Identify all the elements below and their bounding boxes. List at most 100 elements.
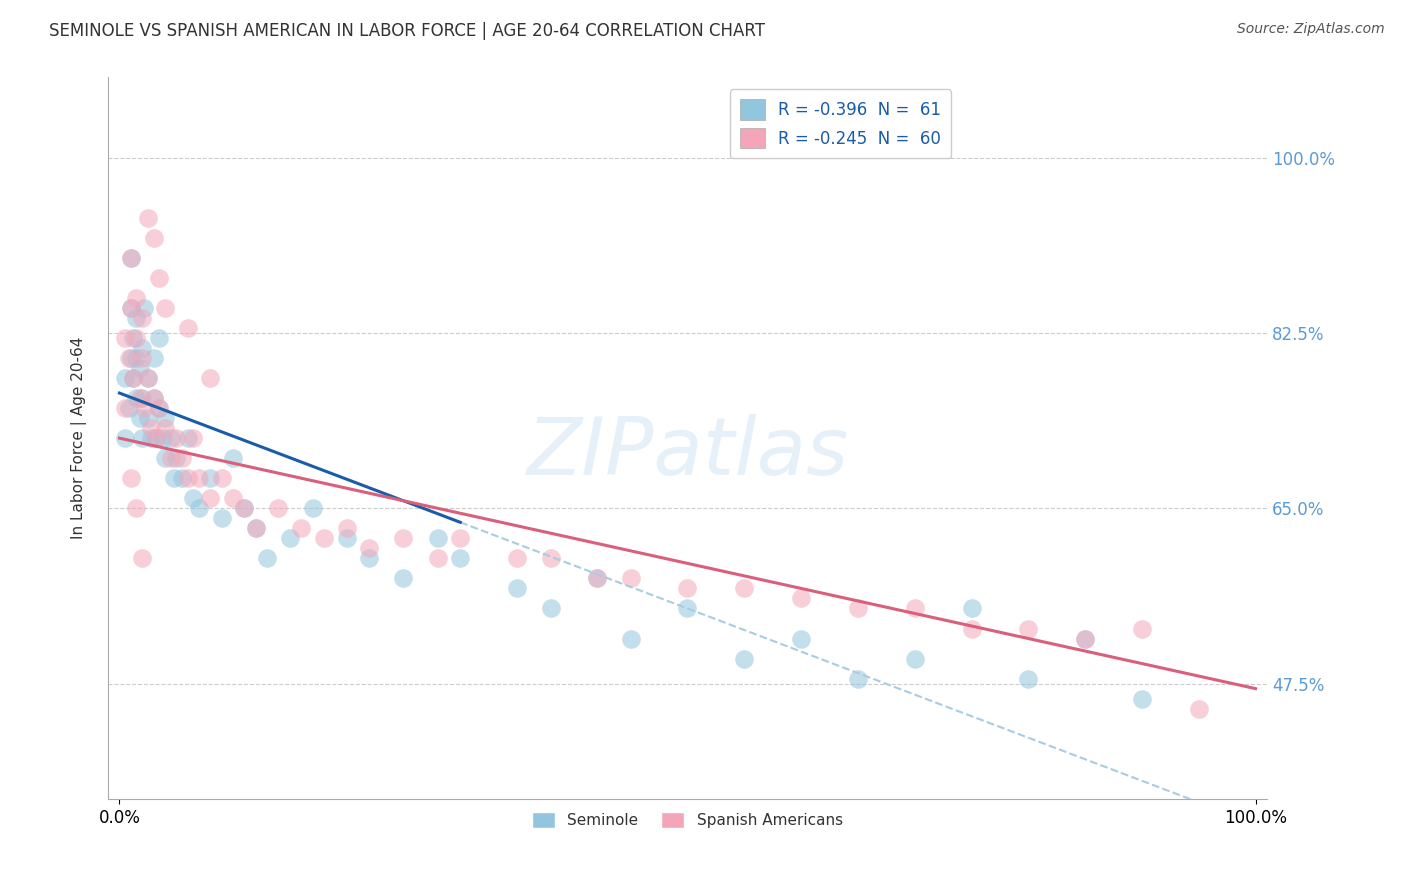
Point xyxy=(449,532,471,546)
Text: SEMINOLE VS SPANISH AMERICAN IN LABOR FORCE | AGE 20-64 CORRELATION CHART: SEMINOLE VS SPANISH AMERICAN IN LABOR FO… xyxy=(49,22,765,40)
Point xyxy=(114,331,136,345)
Point xyxy=(128,361,150,376)
Point xyxy=(1017,672,1039,686)
Point xyxy=(1074,632,1097,646)
Point xyxy=(120,471,142,485)
Point xyxy=(188,471,211,485)
Point xyxy=(142,391,165,405)
Point xyxy=(540,551,562,566)
Point xyxy=(290,521,312,535)
Point xyxy=(222,451,245,466)
Point xyxy=(1130,622,1153,636)
Point xyxy=(392,532,415,546)
Point xyxy=(960,601,983,615)
Point xyxy=(449,551,471,566)
Point xyxy=(120,301,142,315)
Point xyxy=(233,501,256,516)
Point xyxy=(141,421,163,435)
Point xyxy=(176,321,198,335)
Point xyxy=(152,431,174,445)
Point xyxy=(181,431,204,445)
Point xyxy=(165,451,187,466)
Point xyxy=(278,532,301,546)
Point xyxy=(136,371,159,385)
Point xyxy=(131,431,153,445)
Point xyxy=(301,501,323,516)
Point xyxy=(120,351,142,365)
Legend: Seminole, Spanish Americans: Seminole, Spanish Americans xyxy=(526,806,849,835)
Point xyxy=(142,231,165,245)
Point xyxy=(733,582,755,596)
Point xyxy=(426,532,449,546)
Point xyxy=(1130,691,1153,706)
Point xyxy=(159,451,181,466)
Point xyxy=(136,411,159,425)
Point xyxy=(131,351,153,365)
Point xyxy=(188,501,211,516)
Point xyxy=(585,571,607,585)
Point xyxy=(256,551,278,566)
Point xyxy=(142,351,165,365)
Point xyxy=(846,672,869,686)
Point xyxy=(620,571,643,585)
Point xyxy=(114,371,136,385)
Text: Source: ZipAtlas.com: Source: ZipAtlas.com xyxy=(1237,22,1385,37)
Point xyxy=(114,401,136,415)
Text: ZIPatlas: ZIPatlas xyxy=(526,414,849,491)
Point xyxy=(904,601,927,615)
Point xyxy=(145,431,167,445)
Point xyxy=(676,582,699,596)
Point xyxy=(122,371,145,385)
Point xyxy=(163,471,186,485)
Point xyxy=(125,351,148,365)
Point xyxy=(790,591,813,606)
Point xyxy=(245,521,267,535)
Point xyxy=(960,622,983,636)
Point xyxy=(145,431,167,445)
Point xyxy=(200,471,222,485)
Point xyxy=(114,431,136,445)
Point xyxy=(117,401,139,415)
Point xyxy=(676,601,699,615)
Point xyxy=(125,310,148,325)
Point xyxy=(222,491,245,506)
Point xyxy=(125,391,148,405)
Point xyxy=(120,251,142,265)
Point xyxy=(506,551,529,566)
Point xyxy=(540,601,562,615)
Point xyxy=(117,351,139,365)
Point xyxy=(159,431,181,445)
Point xyxy=(233,501,256,516)
Point xyxy=(122,371,145,385)
Point xyxy=(131,391,153,405)
Point xyxy=(120,251,142,265)
Point xyxy=(359,551,381,566)
Point xyxy=(585,571,607,585)
Point xyxy=(125,501,148,516)
Point xyxy=(620,632,643,646)
Point xyxy=(125,291,148,305)
Point xyxy=(211,511,233,525)
Point xyxy=(153,421,176,435)
Point xyxy=(790,632,813,646)
Point xyxy=(267,501,290,516)
Point xyxy=(200,491,222,506)
Point xyxy=(336,521,359,535)
Point xyxy=(134,401,156,415)
Point xyxy=(392,571,415,585)
Point xyxy=(1017,622,1039,636)
Point xyxy=(125,331,148,345)
Point xyxy=(312,532,335,546)
Point xyxy=(141,431,163,445)
Point xyxy=(131,310,153,325)
Point xyxy=(131,551,153,566)
Point xyxy=(153,411,176,425)
Point xyxy=(142,391,165,405)
Point xyxy=(136,211,159,225)
Point xyxy=(200,371,222,385)
Point xyxy=(120,301,142,315)
Point xyxy=(176,471,198,485)
Point xyxy=(153,451,176,466)
Point xyxy=(148,270,170,285)
Point xyxy=(176,431,198,445)
